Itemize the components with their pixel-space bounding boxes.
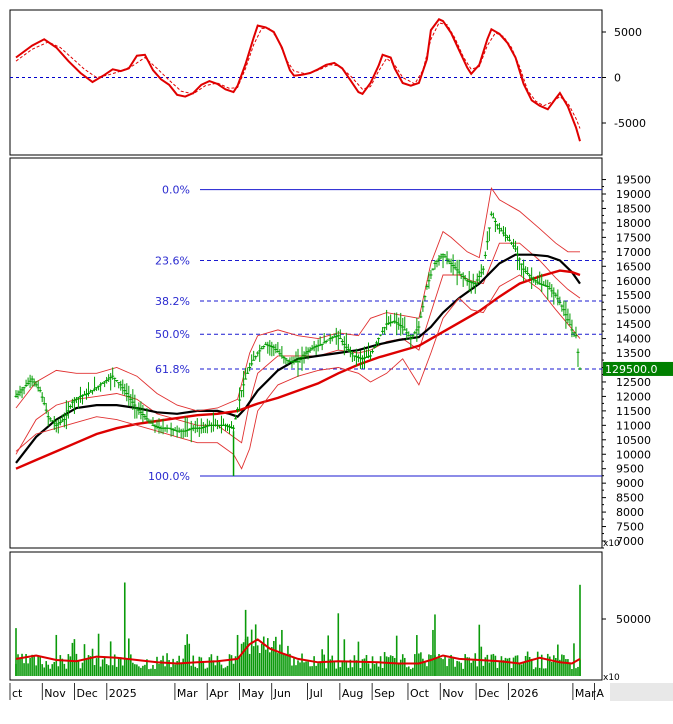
price-tick-label: 12000: [616, 390, 651, 403]
oscillator-signal-line: [15, 22, 581, 129]
volume-axis-factor: x10: [603, 673, 620, 683]
time-tick-label: Dec: [478, 687, 499, 700]
price-tick-label: 16500: [616, 260, 651, 273]
fib-level-label: 23.6%: [155, 255, 190, 268]
price-tick-label: 16000: [616, 275, 651, 288]
price-tick-label: 14000: [616, 333, 651, 346]
price-tick-label: 17500: [616, 231, 651, 244]
price-tick-label: 18500: [616, 202, 651, 215]
last-price-tag: [603, 361, 673, 376]
time-axis-strip: [0, 683, 673, 701]
panel-frames: [9, 9, 603, 681]
price-tick-label: 14500: [616, 318, 651, 331]
time-tick-label: Mar: [575, 687, 596, 700]
time-tick-label: Apr: [209, 687, 229, 700]
price-tick-label: 10500: [616, 434, 651, 447]
price-tick-label: 19500: [616, 174, 651, 187]
time-tick-label: Dec: [77, 687, 98, 700]
time-tick-label: Mar: [177, 687, 198, 700]
time-axis: ct Nov Dec 2025 Mar Apr May Jun Jul Aug Sep Oct Nov D…: [0, 683, 673, 701]
osc-tick-label: 0: [614, 72, 621, 85]
fib-level-label: 0.0%: [162, 184, 190, 197]
time-tick-label: Nov: [44, 687, 66, 700]
price-tick-label: 12500: [616, 376, 651, 389]
price-tick-label: 11000: [616, 419, 651, 432]
volume-chart: 50000 x10: [15, 582, 651, 683]
fib-level-label: 100.0%: [148, 470, 190, 483]
time-tick-label: Aug: [342, 687, 363, 700]
oscillator-panel: [9, 9, 603, 156]
price-tick-label: 18000: [616, 217, 651, 230]
time-tick-label: May: [241, 687, 264, 700]
volume-tick-label: 50000: [616, 613, 651, 626]
osc-tick-label: -5000: [614, 117, 646, 130]
time-tick-label: 2025: [109, 687, 137, 700]
time-tick-label: Jul: [309, 687, 323, 700]
candlesticks: [14, 211, 582, 476]
time-tick-label: 2026: [510, 687, 538, 700]
long-ma-line: [15, 269, 581, 470]
osc-tick-label: 5000: [614, 26, 642, 39]
fib-level-label: 38.2%: [155, 295, 190, 308]
price-tick-label: 13500: [616, 347, 651, 360]
price-tick-label: 9500: [616, 463, 644, 476]
price-tick-label: 15500: [616, 289, 651, 302]
price-tick-label: 7500: [616, 521, 644, 534]
volume-ma-line: [15, 638, 581, 665]
time-tick-label: Jun: [273, 687, 291, 700]
time-tick-label: A: [596, 687, 604, 700]
price-tick-label: 15000: [616, 304, 651, 317]
price-tick-label: 8000: [616, 506, 644, 519]
price-chart: 0.0% 23.6% 38.2% 50.0% 61.8% 100.0%: [15, 184, 602, 483]
volume-panel: [9, 551, 603, 681]
price-tick-label: 11500: [616, 405, 651, 418]
price-tick-label: 17000: [616, 246, 651, 259]
time-tick-label: Sep: [374, 687, 395, 700]
time-tick-label: Oct: [410, 687, 430, 700]
fib-level-label: 61.8%: [155, 363, 190, 376]
price-tick-label: 10000: [616, 448, 651, 461]
price-tick-label: 9000: [616, 477, 644, 490]
bollinger-middle-line: [15, 242, 581, 455]
bollinger-lower-line: [15, 274, 581, 470]
price-tick-label: 19000: [616, 188, 651, 201]
price-tick-label: 8500: [616, 492, 644, 505]
fib-level-label: 50.0%: [155, 328, 190, 341]
price-tick-label: 7000: [616, 535, 644, 548]
time-tick-label: Nov: [442, 687, 464, 700]
oscillator-chart: 5000 0 -5000: [10, 18, 646, 142]
price-axis-factor: x10: [603, 539, 620, 549]
axis-corner: [610, 683, 673, 701]
oscillator-main-line: [15, 18, 581, 142]
time-tick-label: ct: [12, 687, 23, 700]
last-price-label: 129500.0: [605, 363, 658, 376]
